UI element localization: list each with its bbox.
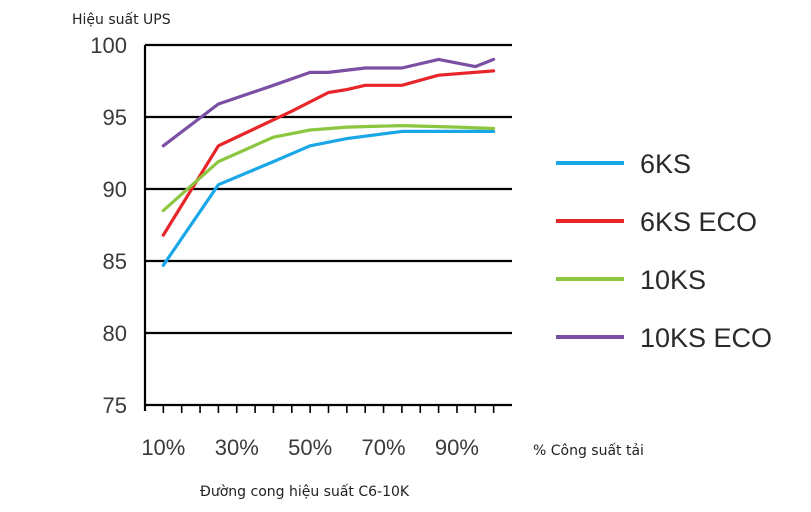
x-tick-50: 50% <box>288 435 332 460</box>
series-line-10ks-eco <box>161 57 496 148</box>
legend-label-10ks-eco: 10KS ECO <box>640 323 772 353</box>
legend-label-6ks: 6KS <box>640 149 691 179</box>
legend: 6KS 6KS ECO 10KS 10KS ECO <box>556 149 772 353</box>
series-lines <box>161 57 496 267</box>
y-tick-90: 90 <box>103 177 127 202</box>
axes <box>143 45 512 413</box>
legend-label-6ks-eco: 6KS ECO <box>640 207 757 237</box>
y-axis-title: Hiệu suất UPS <box>72 12 171 28</box>
y-tick-85: 85 <box>103 249 127 274</box>
series-line-6ks <box>161 129 496 267</box>
y-tick-100: 100 <box>90 33 127 58</box>
series-line-10ks <box>161 123 496 213</box>
x-tick-70: 70% <box>362 435 406 460</box>
chart-caption: Đường cong hiệu suất C6-10K <box>200 484 410 500</box>
y-tick-95: 95 <box>103 105 127 130</box>
x-tick-30: 30% <box>215 435 259 460</box>
series-line-6ks-eco <box>161 69 496 237</box>
x-axis-title: % Công suất tải <box>533 443 644 459</box>
x-tick-labels: 10% 30% 50% 70% 90% <box>141 435 479 460</box>
y-tick-80: 80 <box>103 321 127 346</box>
legend-label-10ks: 10KS <box>640 265 706 295</box>
gridlines <box>145 43 512 335</box>
x-tick-90: 90% <box>435 435 479 460</box>
x-tick-10: 10% <box>141 435 185 460</box>
y-tick-labels: 75 80 85 90 95 100 <box>90 33 127 418</box>
y-tick-75: 75 <box>103 393 127 418</box>
